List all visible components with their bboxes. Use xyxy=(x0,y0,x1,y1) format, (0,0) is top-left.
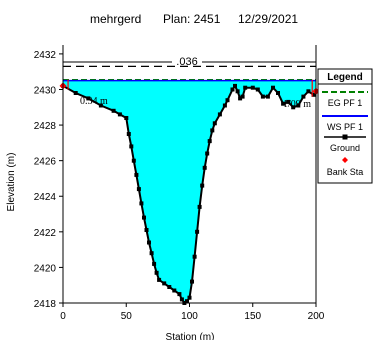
ground-point xyxy=(233,83,237,88)
ground-point xyxy=(230,87,235,92)
ground-point xyxy=(212,121,217,126)
legend-ws-label: WS PF 1 xyxy=(327,122,363,132)
ground-point xyxy=(276,91,280,95)
ground-point xyxy=(250,85,255,90)
ground-point xyxy=(86,96,91,101)
ground-point xyxy=(126,132,131,136)
y-tick-label: 2432 xyxy=(34,50,57,61)
ground-point xyxy=(265,94,270,99)
x-tick-label: 50 xyxy=(121,311,133,322)
ground-point xyxy=(190,279,194,284)
x-tick-label: 200 xyxy=(308,311,325,322)
ground-point xyxy=(177,292,182,297)
ground-point xyxy=(73,91,78,95)
y-tick-label: 2428 xyxy=(34,121,57,132)
ground-point xyxy=(142,215,146,220)
ground-point xyxy=(205,151,210,156)
ground-point xyxy=(217,112,222,117)
ground-point xyxy=(255,87,260,92)
ground-point xyxy=(149,251,154,256)
ground-point xyxy=(301,94,306,99)
ground-point xyxy=(147,240,151,245)
y-tick-label: 2430 xyxy=(34,85,57,96)
ground-point xyxy=(200,183,205,188)
x-tick-label: 150 xyxy=(244,311,261,322)
ground-point xyxy=(281,101,286,106)
y-tick-label: 2422 xyxy=(34,228,57,239)
legend-title: Legend xyxy=(327,72,363,83)
legend: Legend EG PF 1 WS PF 1 Ground Bank Sta xyxy=(317,68,373,184)
ground-point xyxy=(222,103,227,108)
left-depth-label: 0.34 m xyxy=(80,96,108,107)
ground-point xyxy=(185,299,189,304)
y-tick-label: 2418 xyxy=(34,299,57,310)
ground-point xyxy=(296,103,301,108)
ground-point xyxy=(202,165,207,170)
ground-point xyxy=(167,285,172,289)
legend-box xyxy=(317,68,373,184)
ground-point xyxy=(243,85,248,90)
ground-point xyxy=(195,229,200,234)
ground-point xyxy=(225,98,230,103)
ground-point xyxy=(152,261,157,266)
ground-point xyxy=(271,85,275,90)
ground-point xyxy=(197,204,202,209)
ground-point xyxy=(238,96,243,101)
y-tick-label: 2420 xyxy=(34,263,57,274)
manning-n-value: .036 xyxy=(176,56,197,68)
ground-point xyxy=(134,172,139,177)
ground-point xyxy=(291,105,296,110)
ground-point xyxy=(144,228,149,232)
legend-ground-label: Ground xyxy=(330,143,360,153)
ground-point xyxy=(154,270,159,275)
manning-n-bg xyxy=(172,54,202,68)
plot-area: 0 50 100 150 200 2418 2420 2422 2424 2426 2428 2430… xyxy=(34,45,325,322)
x-axis-label: Station (m) xyxy=(166,332,215,340)
water-area xyxy=(63,80,316,303)
ground-point xyxy=(207,139,212,144)
ground-point xyxy=(260,94,265,99)
y-tick-label: 2424 xyxy=(34,192,57,203)
ground-point xyxy=(139,201,144,206)
ground-point xyxy=(162,281,167,286)
ground-point xyxy=(235,89,240,94)
legend-ground-marker xyxy=(342,134,348,140)
ground-point xyxy=(306,89,311,94)
ground-point xyxy=(124,116,129,120)
right-depth-label: 1/09 m xyxy=(283,99,311,110)
ground-point xyxy=(286,99,291,104)
ground-point xyxy=(98,103,103,108)
project-name: mehrgerd xyxy=(90,12,141,26)
ground-point xyxy=(240,94,245,99)
ground-point xyxy=(136,187,141,192)
plan-label: Plan: 2451 xyxy=(163,12,221,26)
ground-point xyxy=(129,144,134,149)
ground-point xyxy=(111,108,116,113)
ground-point xyxy=(311,92,316,97)
x-tick-label: 0 xyxy=(60,311,66,322)
ground-point xyxy=(179,297,184,302)
ground-point xyxy=(192,254,197,259)
legend-bank-label: Bank Sta xyxy=(327,167,364,177)
y-tick-label: 2426 xyxy=(34,157,57,168)
y-axis-label: Elevation (m) xyxy=(6,153,17,212)
ground-point xyxy=(131,158,136,163)
ground-point xyxy=(157,277,162,282)
ground-point xyxy=(187,295,192,300)
ground-point xyxy=(172,288,177,293)
ground-point xyxy=(117,112,122,117)
legend-bank-marker xyxy=(342,157,348,163)
ground-point xyxy=(210,128,215,133)
legend-eg-label: EG PF 1 xyxy=(328,98,363,108)
plan-date: 12/29/2021 xyxy=(238,12,298,26)
x-tick-label: 100 xyxy=(181,311,198,322)
